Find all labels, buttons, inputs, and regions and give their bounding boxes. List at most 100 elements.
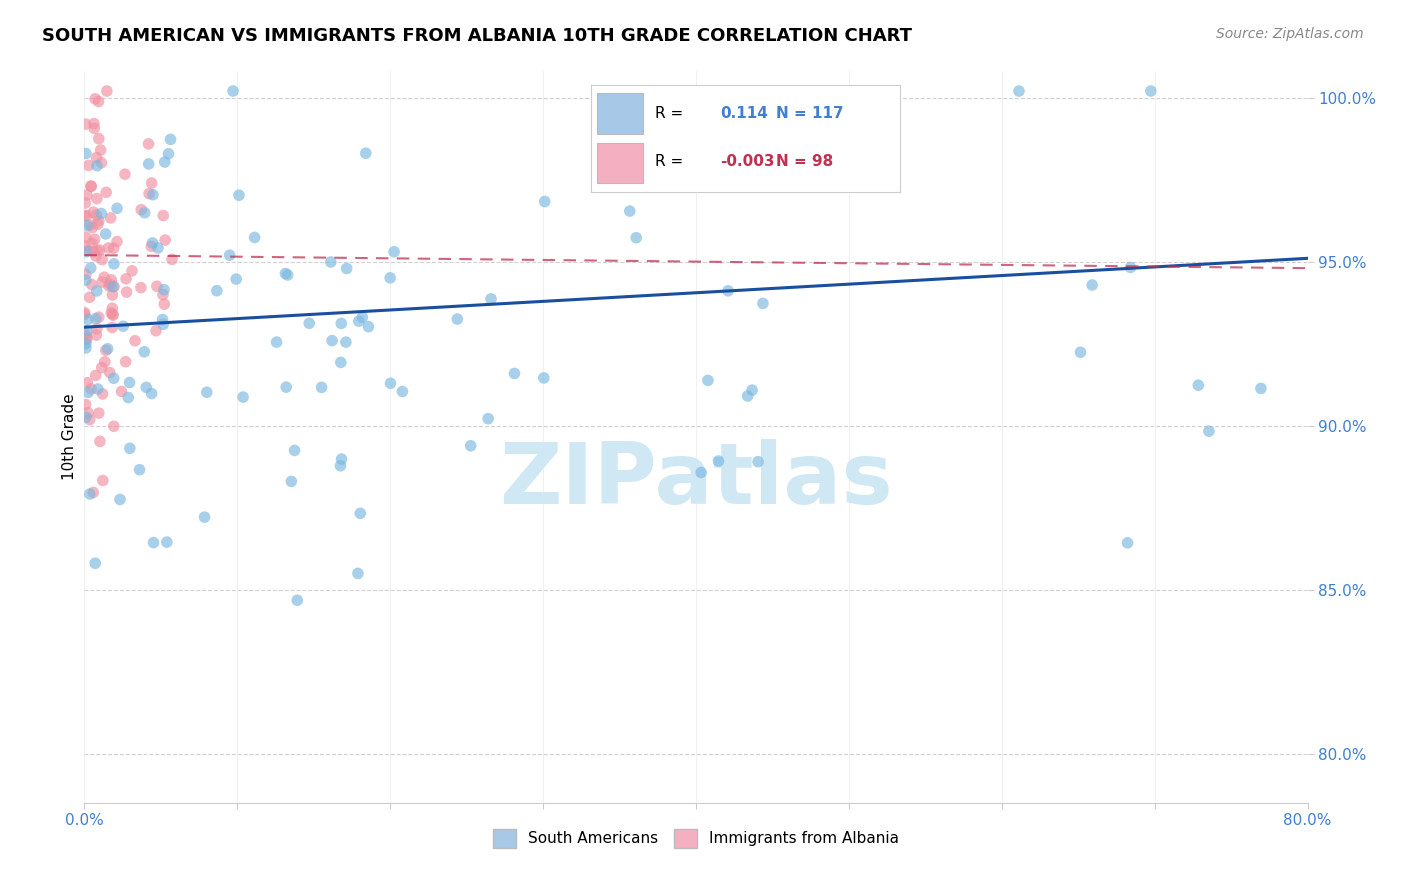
- Point: [129, 202, 152, 217]
- Point: [86, 192, 108, 206]
- Text: ZIPatlas: ZIPatlas: [499, 440, 893, 523]
- Point: [75, 196, 97, 211]
- Point: [218, 248, 240, 262]
- Point: [75, 398, 97, 412]
- Point: [101, 288, 124, 302]
- Point: [108, 492, 131, 507]
- Point: [80, 236, 103, 251]
- Point: [79, 487, 101, 501]
- Point: [97, 241, 120, 255]
- Point: [1139, 84, 1161, 98]
- Point: [329, 458, 352, 473]
- Point: [83, 121, 105, 136]
- Point: [75, 117, 97, 131]
- Point: [82, 485, 104, 500]
- Point: [101, 279, 124, 293]
- Text: -0.003: -0.003: [720, 154, 775, 169]
- Point: [75, 327, 97, 342]
- Point: [141, 239, 163, 253]
- Point: [446, 312, 468, 326]
- Point: [160, 252, 183, 267]
- Point: [1116, 536, 1139, 550]
- Point: [114, 354, 136, 368]
- Point: [626, 231, 648, 245]
- Point: [156, 535, 179, 549]
- Point: [101, 308, 124, 322]
- Point: [141, 386, 163, 401]
- Point: [232, 390, 254, 404]
- Point: [73, 308, 96, 322]
- Point: [86, 321, 108, 335]
- Point: [155, 233, 177, 247]
- Point: [477, 411, 499, 425]
- Point: [619, 204, 641, 219]
- Point: [460, 439, 482, 453]
- Point: [762, 178, 785, 192]
- Legend: South Americans, Immigrants from Albania: South Americans, Immigrants from Albania: [486, 822, 905, 854]
- Point: [117, 391, 139, 405]
- Point: [96, 84, 118, 98]
- Point: [75, 410, 97, 425]
- Point: [97, 278, 120, 293]
- Point: [80, 277, 103, 292]
- Point: [330, 317, 353, 331]
- Point: [152, 318, 174, 332]
- Point: [347, 566, 370, 581]
- Point: [533, 194, 555, 209]
- Point: [311, 380, 333, 394]
- Point: [97, 342, 120, 356]
- Point: [103, 419, 125, 434]
- Point: [90, 143, 112, 157]
- Point: [146, 279, 169, 293]
- Point: [89, 434, 111, 449]
- Point: [851, 84, 873, 98]
- Point: [82, 244, 104, 259]
- Point: [75, 341, 97, 355]
- Text: N = 98: N = 98: [776, 154, 834, 169]
- Point: [105, 202, 128, 216]
- Point: [145, 324, 167, 338]
- Point: [717, 284, 740, 298]
- Point: [737, 389, 759, 403]
- Point: [94, 343, 117, 358]
- Point: [86, 159, 108, 173]
- Point: [146, 241, 169, 255]
- Point: [319, 255, 342, 269]
- Point: [690, 466, 713, 480]
- Point: [84, 92, 107, 106]
- Point: [118, 376, 141, 390]
- Point: [90, 206, 112, 220]
- Point: [114, 167, 136, 181]
- Point: [80, 260, 103, 275]
- Point: [752, 296, 775, 310]
- Point: [152, 287, 174, 301]
- Point: [693, 84, 716, 98]
- Point: [75, 146, 97, 161]
- Point: [1008, 84, 1031, 98]
- Point: [159, 132, 181, 146]
- Point: [118, 442, 141, 456]
- Point: [503, 367, 526, 381]
- Point: [75, 336, 97, 351]
- Text: SOUTH AMERICAN VS IMMIGRANTS FROM ALBANIA 10TH GRADE CORRELATION CHART: SOUTH AMERICAN VS IMMIGRANTS FROM ALBANI…: [42, 27, 912, 45]
- Point: [222, 84, 245, 98]
- Point: [103, 257, 125, 271]
- Point: [634, 84, 657, 98]
- Point: [115, 285, 138, 300]
- Point: [243, 230, 266, 244]
- Point: [336, 261, 359, 276]
- Point: [142, 187, 165, 202]
- Point: [76, 376, 98, 390]
- Point: [276, 380, 298, 394]
- Point: [93, 270, 115, 285]
- Point: [98, 366, 121, 380]
- Point: [79, 218, 101, 232]
- Point: [77, 158, 100, 172]
- Point: [83, 232, 105, 246]
- Point: [707, 454, 730, 468]
- Point: [87, 382, 110, 396]
- Point: [96, 186, 118, 200]
- Point: [142, 535, 165, 549]
- Point: [274, 267, 297, 281]
- Point: [129, 280, 152, 294]
